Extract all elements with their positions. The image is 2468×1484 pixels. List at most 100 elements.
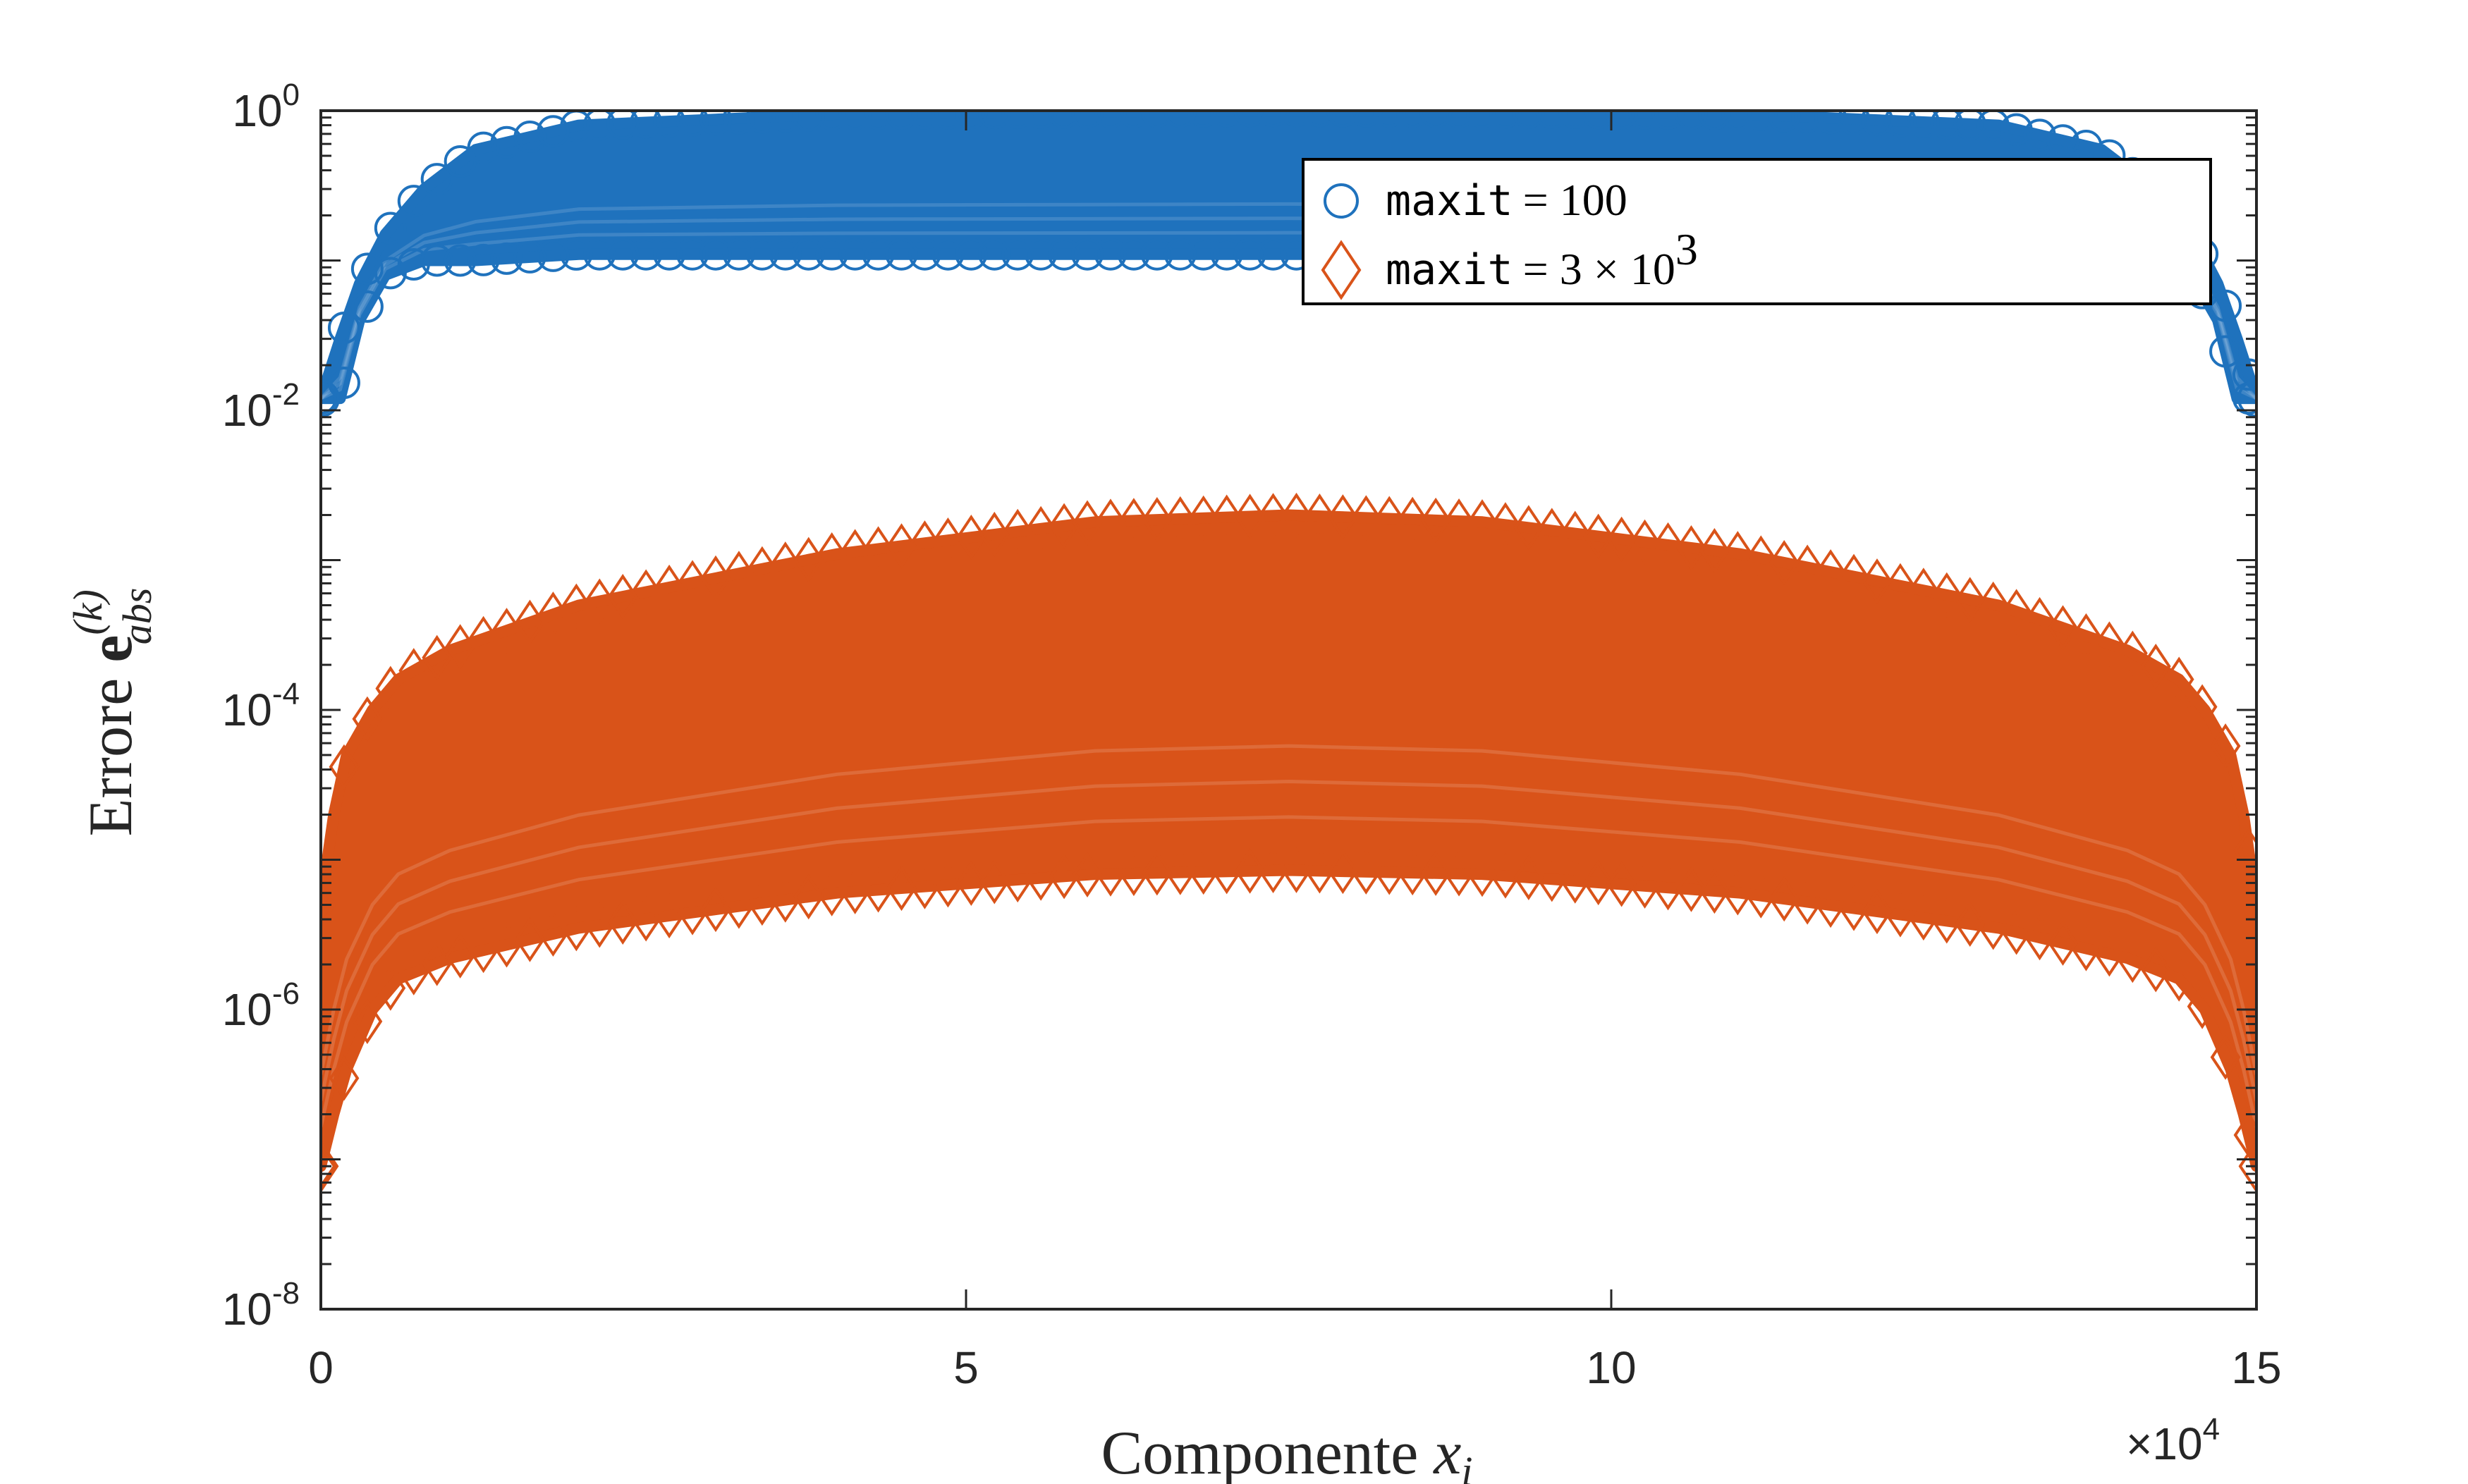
data-marker <box>1490 502 1521 548</box>
data-marker <box>978 111 1011 130</box>
data-marker <box>886 865 917 912</box>
data-marker <box>1606 516 1637 562</box>
data-marker <box>398 648 429 694</box>
data-marker <box>931 111 965 130</box>
data-marker <box>1583 859 1614 906</box>
data-marker <box>468 927 499 974</box>
data-marker <box>1630 519 1660 565</box>
data-marker <box>352 998 383 1045</box>
data-marker <box>722 111 755 135</box>
data-marker <box>1467 499 1498 545</box>
data-marker <box>1305 493 1335 539</box>
data-marker <box>654 893 685 939</box>
axis-ticks <box>319 109 2258 1311</box>
data-marker <box>467 243 500 276</box>
data-marker <box>1211 849 1242 895</box>
series-texture <box>321 780 2256 1102</box>
data-marker <box>560 238 593 271</box>
data-marker <box>321 882 336 928</box>
series-texture <box>321 744 2256 1075</box>
data-marker <box>1258 493 1288 539</box>
x-axis-title: Componente xi <box>1101 1419 1473 1484</box>
data-marker <box>1537 857 1568 902</box>
x-tick-label: 0 <box>308 1342 334 1393</box>
data-marker <box>561 583 592 629</box>
data-marker <box>374 211 407 245</box>
data-marker <box>2210 1034 2241 1080</box>
data-marker <box>1048 238 1081 271</box>
data-marker <box>2071 926 2101 971</box>
data-marker <box>1883 111 1917 137</box>
data-marker <box>955 111 988 130</box>
data-marker <box>1397 850 1428 896</box>
data-marker <box>329 744 360 790</box>
data-marker <box>2232 358 2256 391</box>
data-marker <box>676 238 709 271</box>
data-marker <box>630 896 661 942</box>
data-marker <box>329 1055 360 1101</box>
y-tick-label: 10-6 <box>222 976 300 1035</box>
data-marker <box>910 520 940 566</box>
data-marker <box>1466 111 1498 129</box>
data-marker <box>397 247 430 281</box>
data-marker <box>1814 111 1847 135</box>
legend-marker <box>1321 240 1362 300</box>
data-marker <box>792 111 825 132</box>
data-marker <box>1838 885 1869 931</box>
data-marker <box>2140 643 2171 689</box>
data-marker <box>910 864 940 909</box>
data-marker <box>583 111 616 141</box>
data-marker <box>862 238 895 271</box>
data-marker <box>1907 111 1940 138</box>
data-marker <box>584 902 615 948</box>
data-marker <box>1001 238 1034 271</box>
data-marker <box>770 877 801 923</box>
data-marker <box>2024 596 2055 643</box>
data-marker <box>1211 494 1242 540</box>
data-marker <box>1397 496 1428 542</box>
x-tick-labels: 0 5 10 15 <box>308 1342 2281 1393</box>
data-marker <box>515 599 545 645</box>
data-marker <box>2094 931 2125 977</box>
data-marker <box>513 240 546 274</box>
data-marker <box>375 965 406 1011</box>
data-marker <box>1094 238 1127 271</box>
data-marker <box>398 950 429 995</box>
data-marker <box>607 899 638 945</box>
data-marker <box>838 238 872 271</box>
data-marker <box>2209 335 2242 368</box>
data-marker <box>397 185 430 218</box>
data-marker <box>445 933 476 979</box>
data-marker <box>1117 238 1150 271</box>
data-marker <box>1002 508 1033 554</box>
data-marker <box>630 238 663 271</box>
data-marker <box>1582 111 1615 130</box>
data-marker <box>1235 848 1266 894</box>
data-marker <box>1653 865 1683 911</box>
data-marker <box>979 859 1010 904</box>
data-marker <box>537 115 570 148</box>
data-marker <box>908 111 941 130</box>
data-marker <box>1233 238 1266 271</box>
legend-marker <box>1324 183 1359 219</box>
data-marker <box>1560 858 1591 904</box>
data-marker <box>2117 630 2148 676</box>
data-marker <box>1535 111 1568 129</box>
data-marker <box>885 111 918 130</box>
data-marker <box>1327 848 1358 895</box>
data-marker <box>1002 857 1033 903</box>
data-marker <box>1955 577 1986 623</box>
series-band <box>321 509 2256 1172</box>
x-tick-label: 5 <box>953 1342 979 1393</box>
data-marker <box>1305 848 1335 894</box>
data-marker <box>513 121 546 154</box>
x-tick-label: 15 <box>2231 1342 2281 1393</box>
data-marker <box>491 922 522 968</box>
data-marker <box>630 569 661 615</box>
y-tick-label: 10-2 <box>222 377 300 436</box>
data-marker <box>1908 568 1939 613</box>
data-marker <box>1860 111 1893 137</box>
data-marker <box>1862 888 1893 935</box>
data-marker <box>2117 938 2148 983</box>
